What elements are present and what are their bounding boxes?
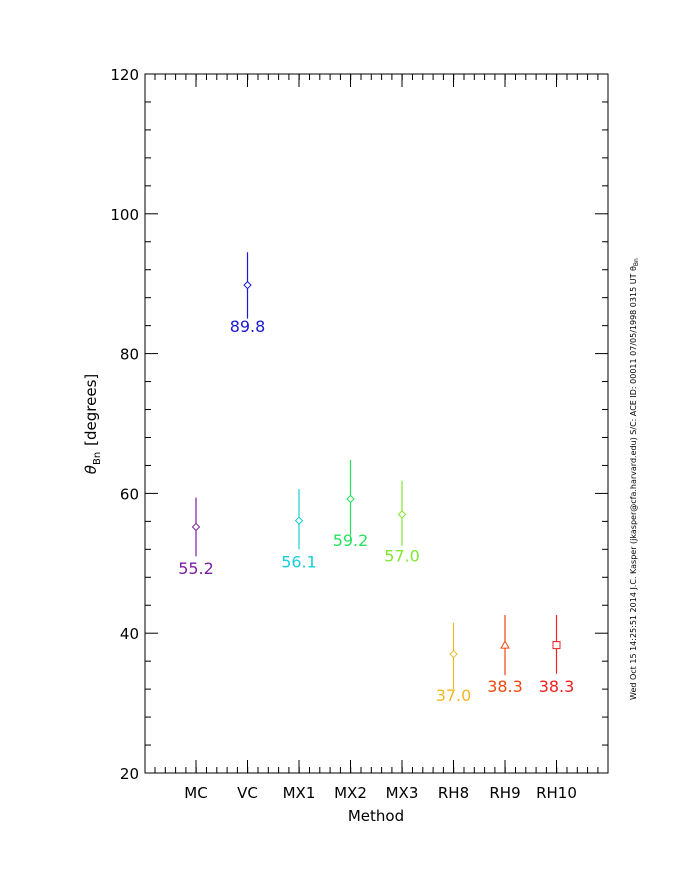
data-value-label: 55.2 [178, 559, 214, 578]
x-tick-label: MC [184, 784, 207, 802]
y-axis-symbol: θ [82, 465, 100, 474]
x-tick-labels: MC VC MX1 MX2 MX3 RH8 RH9 RH10 [184, 784, 577, 802]
data-value-label: 37.0 [436, 686, 472, 705]
y-axis-title: θBn [degrees] [82, 374, 103, 474]
data-point-diamond [397, 510, 407, 519]
y-tick-label: 100 [110, 206, 139, 224]
data-value-label: 57.0 [384, 546, 420, 565]
plot-info-note: Wed Oct 15 14:25:51 2014 J.C. Kasper (jk… [629, 258, 640, 700]
data-point-square [552, 641, 561, 650]
data-point-diamond [346, 494, 355, 504]
x-tick-label: RH9 [489, 784, 520, 802]
data-point-diamond [243, 280, 252, 290]
data-value-label: 56.1 [281, 553, 317, 572]
y-axis-units: [degrees] [82, 374, 100, 446]
data-labels: 55.2 89.8 56.1 59.2 57.0 37.0 38.3 38.3 [178, 317, 574, 705]
x-axis-title: Method [348, 807, 404, 825]
x-tick-label: RH8 [438, 784, 469, 802]
data-value-label: 38.3 [487, 677, 523, 696]
y-tick-label: 120 [110, 66, 139, 84]
axis-ticks [145, 73, 608, 774]
y-tick-label: 80 [120, 346, 139, 364]
x-tick-label: RH10 [536, 784, 577, 802]
data-value-label: 59.2 [333, 531, 369, 550]
x-tick-label: VC [237, 784, 258, 802]
plot-info-text: Wed Oct 15 14:25:51 2014 J.C. Kasper (jk… [629, 266, 638, 700]
data-markers [191, 280, 561, 659]
data-point-diamond [191, 522, 201, 532]
data-value-label: 38.3 [539, 677, 575, 696]
y-tick-labels: 20 40 60 80 100 120 [110, 66, 139, 783]
y-tick-label: 20 [120, 765, 139, 783]
x-tick-label: MX3 [386, 784, 419, 802]
x-tick-label: MX1 [283, 784, 316, 802]
plot-frame [144, 73, 609, 774]
data-point-diamond [449, 649, 458, 659]
y-tick-label: 60 [120, 485, 139, 503]
data-value-label: 89.8 [230, 317, 266, 336]
y-tick-label: 40 [120, 625, 139, 643]
x-tick-label: MX2 [334, 784, 367, 802]
y-axis-subscript: Bn [92, 452, 103, 465]
plot-info-subscript: Bn [633, 258, 640, 266]
data-point-diamond [294, 516, 304, 525]
data-point-triangle [500, 640, 510, 649]
